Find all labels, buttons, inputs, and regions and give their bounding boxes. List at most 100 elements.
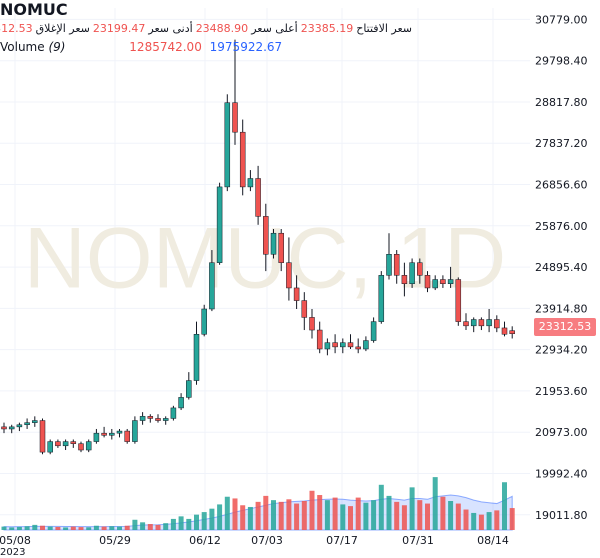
volume-bar (386, 495, 392, 530)
candle-body (463, 321, 469, 327)
candle-body (39, 420, 46, 453)
candle (39, 418, 46, 455)
candle (193, 321, 200, 385)
candle-body (332, 342, 338, 348)
volume-bar (486, 512, 492, 530)
volume-bar (494, 510, 500, 530)
candle-body (109, 432, 115, 436)
candle (239, 119, 246, 196)
candle-body (401, 275, 408, 284)
candle (401, 262, 408, 297)
volume-bar (47, 526, 53, 530)
volume-legend: Volume (9) 1285742.00 1975922.67 (0, 40, 282, 54)
candle-body (301, 300, 308, 318)
candle (1, 422, 7, 434)
volume-bar (340, 504, 346, 530)
volume-bar (201, 512, 207, 530)
volume-bar (502, 482, 507, 530)
candle (116, 428, 123, 438)
volume-bar (232, 498, 238, 530)
candle (424, 271, 431, 293)
candle (278, 229, 284, 272)
candle (370, 317, 377, 343)
low-value: 23199.47 (92, 21, 146, 35)
candle (62, 439, 69, 451)
candle (155, 414, 161, 423)
candle (132, 416, 138, 444)
candle (24, 418, 30, 429)
volume-bar (63, 527, 69, 530)
volume-bar (147, 524, 153, 530)
candle-body (455, 279, 462, 322)
candle-body (255, 178, 261, 217)
last-price-tag: 23312.53 (534, 318, 596, 336)
candle-body (393, 254, 400, 276)
candle (124, 428, 130, 444)
y-tick-label: 23914.80 (535, 302, 588, 315)
open-value: 23385.19 (300, 21, 354, 35)
candle (232, 39, 238, 145)
volume-period: (9) (48, 40, 66, 54)
candle (470, 317, 477, 333)
high-label: أعلى سعر (251, 21, 298, 35)
volume-bar (471, 512, 477, 530)
candle-body (293, 287, 300, 301)
volume-bar (271, 500, 276, 530)
candle (486, 308, 492, 333)
candle-body (478, 319, 485, 327)
candle (263, 203, 269, 272)
y-tick-label: 29798.40 (535, 55, 588, 68)
open-label: سعر الافتتاح (356, 21, 412, 35)
candlestick-series (1, 39, 515, 455)
price-axis[interactable]: 30779.00 29798.40 28817.80 27837.20 26856.60… (535, 13, 588, 521)
candle-body (470, 319, 477, 327)
volume-bar (348, 506, 353, 530)
candle-body (155, 418, 161, 421)
candle (93, 428, 100, 444)
volume-bar (355, 497, 361, 530)
candle-body (232, 102, 238, 133)
candle (78, 441, 84, 453)
volume-bar (155, 524, 161, 530)
candle (509, 326, 515, 339)
candle (255, 165, 261, 225)
close-value: 23312.53 (0, 21, 33, 35)
candle (16, 422, 23, 432)
ohlc-legend: سعر الافتتاح 23385.19 أعلى سعر 23488.90 … (0, 20, 412, 36)
candle-body (440, 279, 446, 284)
x-tick-label: 07/03 (251, 534, 283, 547)
volume-bar (32, 524, 38, 530)
close-label: سعر الإغلاق (35, 21, 90, 35)
volume-bar (378, 484, 384, 530)
candle-body (32, 420, 38, 423)
candle-body (47, 441, 53, 453)
volume-bar (401, 505, 407, 530)
candle-body (247, 178, 254, 188)
volume-bar (132, 519, 138, 530)
volume-bar (55, 526, 61, 530)
volume-bar (178, 516, 184, 530)
volume-label: Volume (0, 40, 45, 54)
candle-body (162, 418, 169, 421)
candle (355, 338, 361, 354)
candle (447, 266, 454, 288)
candle (316, 321, 323, 354)
volume-bar (93, 525, 99, 530)
candle-body (324, 342, 331, 350)
x-tick-label: 06/12 (189, 534, 221, 547)
candle (363, 336, 369, 352)
candle (309, 308, 315, 339)
volume-bar (117, 526, 122, 530)
candle-body (101, 432, 107, 436)
volume-bar (109, 526, 115, 530)
candle-body (85, 441, 92, 451)
candle-body (239, 131, 246, 188)
candle-body (139, 416, 146, 421)
candle-body (278, 232, 284, 263)
candle-body (417, 262, 423, 276)
volume-bar (16, 526, 22, 530)
volume-bar (455, 503, 461, 530)
volume-bar (278, 501, 284, 530)
